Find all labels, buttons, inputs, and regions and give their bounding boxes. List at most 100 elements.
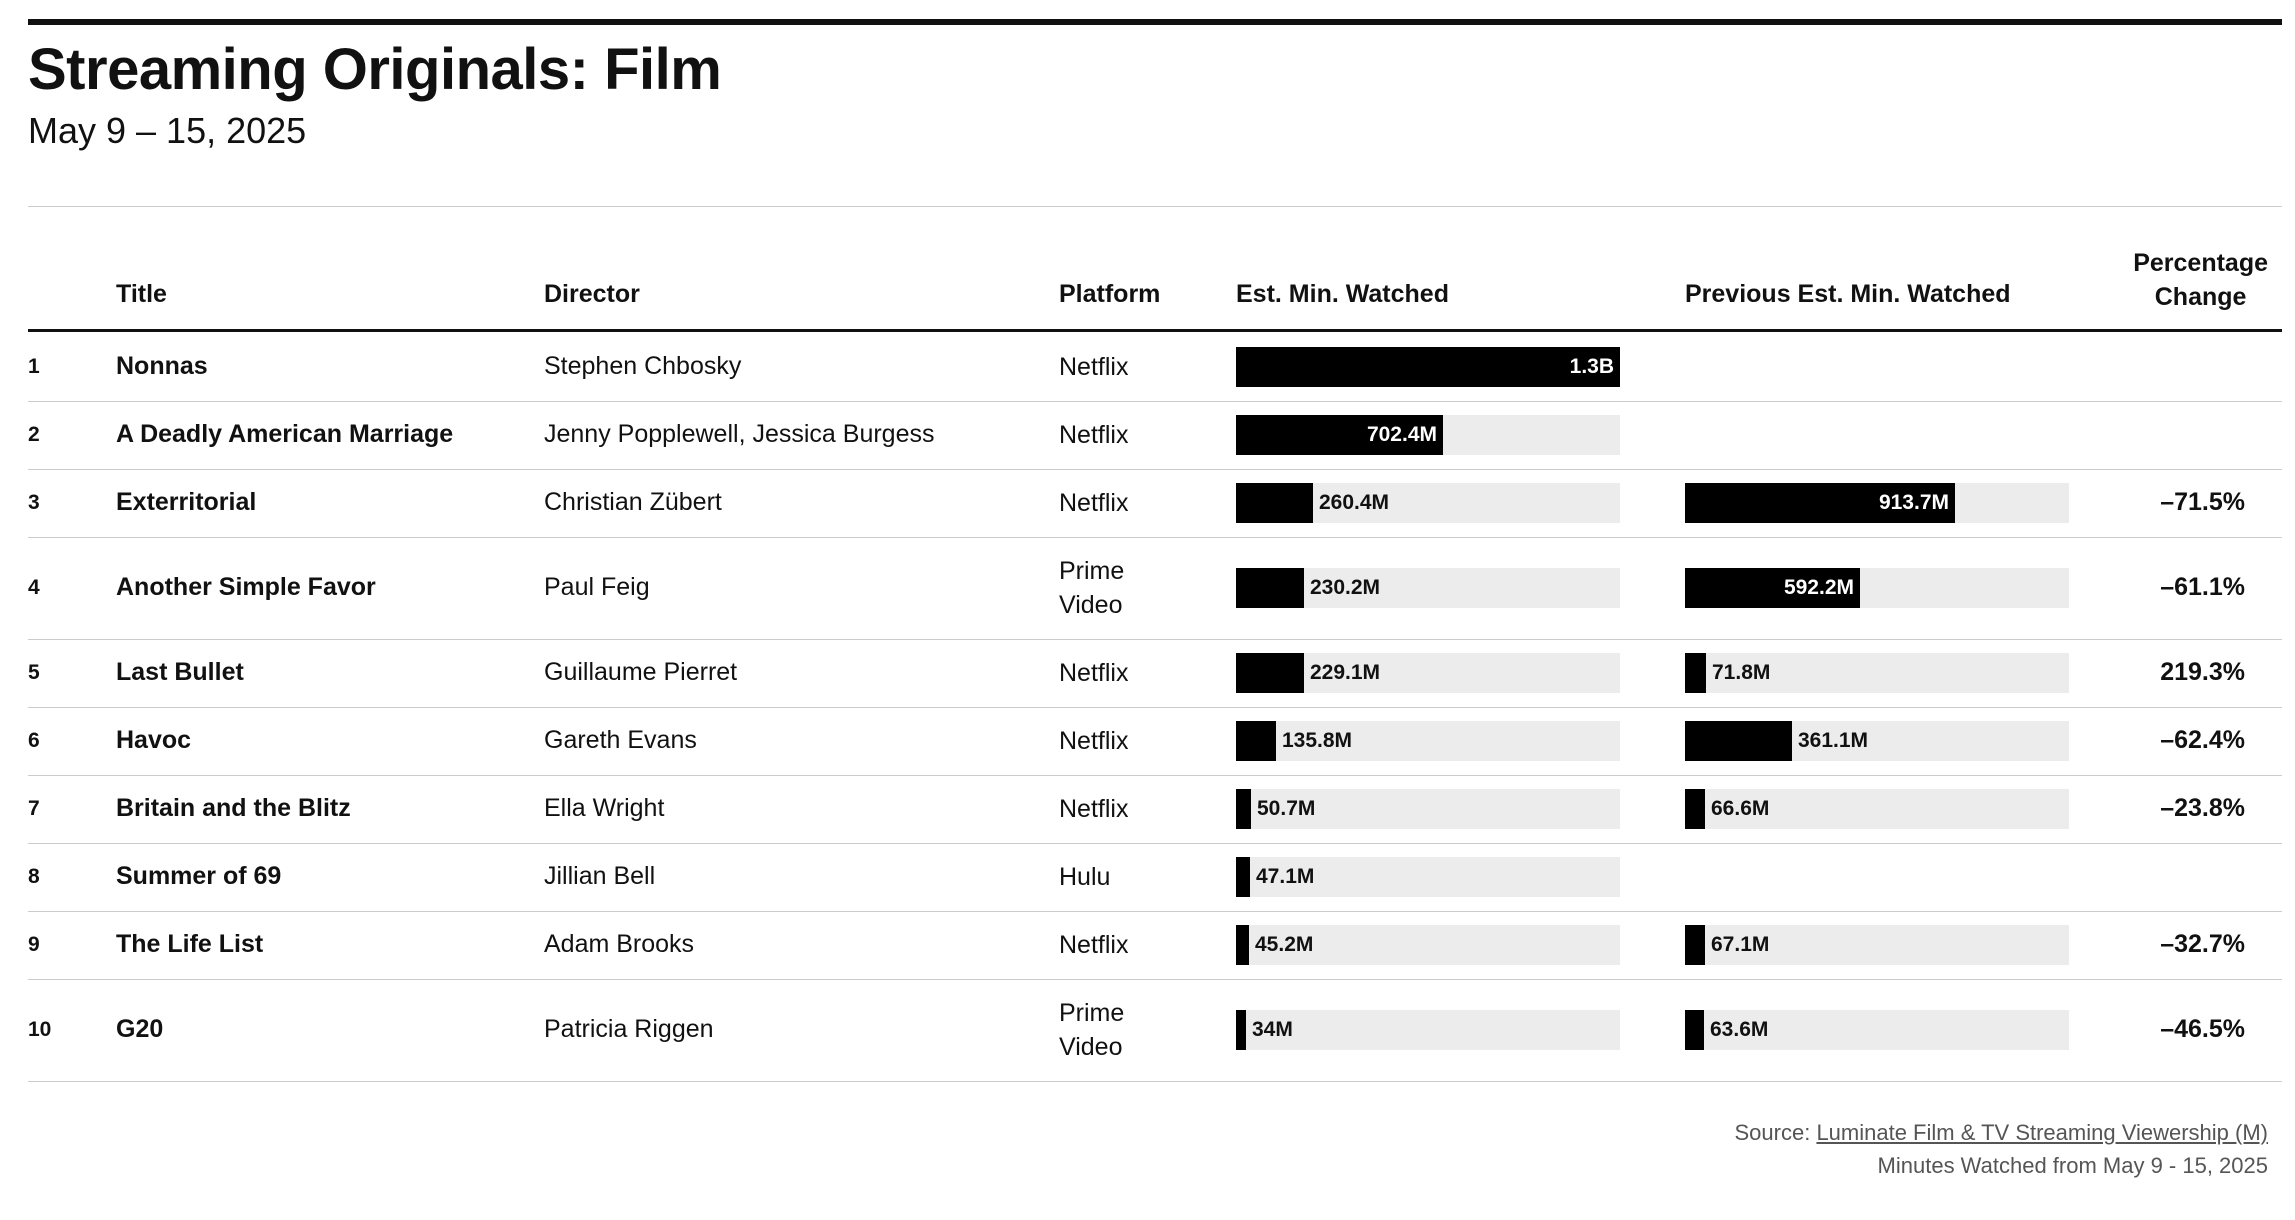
- rank-number: 6: [28, 729, 40, 752]
- previous-est-min-watched-track: 592.2M: [1685, 568, 2069, 608]
- est-min-watched-track: 50.7M: [1236, 789, 1620, 829]
- est-min-watched-bar: [1236, 653, 1304, 693]
- rank-number: 10: [28, 1018, 52, 1041]
- previous-est-min-watched-track: 63.6M: [1685, 1010, 2069, 1050]
- est-min-watched-bar: [1236, 857, 1250, 897]
- platform-name: Netflix: [1059, 350, 1159, 384]
- film-title: A Deadly American Marriage: [116, 420, 454, 448]
- est-min-watched-value-label: 260.4M: [1319, 491, 1390, 514]
- platform-name: Netflix: [1059, 792, 1159, 826]
- table-row: 3 Exterritorial Christian Zübert Netflix 260…: [0, 469, 2295, 537]
- table-row: 1 Nonnas Stephen Chbosky Netflix 1.3B: [0, 332, 2295, 401]
- rank-number: 1: [28, 354, 40, 378]
- platform-line: Netflix: [1059, 489, 1129, 517]
- row-divider: [28, 639, 2282, 640]
- est-min-watched-value-label: 50.7M: [1257, 797, 1316, 820]
- previous-est-min-watched-bar: [1685, 1010, 1704, 1050]
- rank-number: 8: [28, 865, 40, 888]
- row-divider: [28, 707, 2282, 708]
- row-divider: [28, 775, 2282, 776]
- footnote: Minutes Watched from May 9 - 15, 2025: [1877, 1153, 2268, 1178]
- previous-est-min-watched-value-label: 71.8M: [1712, 661, 1771, 684]
- film-title: Last Bullet: [116, 658, 244, 686]
- est-min-watched-value-label: 229.1M: [1310, 661, 1381, 684]
- platform-name: Prime Video: [1059, 996, 1159, 1064]
- percentage-change: –23.8%: [2160, 794, 2245, 822]
- row-divider: [28, 911, 2282, 912]
- previous-est-min-watched-bar: [1685, 721, 1792, 761]
- platform-name: Netflix: [1059, 724, 1159, 758]
- row-divider: [28, 401, 2282, 402]
- director-name: Jenny Popplewell, Jessica Burgess: [544, 420, 935, 448]
- est-min-watched-bar: [1236, 415, 1443, 455]
- platform-line: Prime: [1059, 999, 1125, 1027]
- est-min-watched-track: 34M: [1236, 1010, 1620, 1050]
- table-row: 7 Britain and the Blitz Ella Wright Netflix…: [0, 775, 2295, 843]
- percentage-change: 219.3%: [2160, 658, 2245, 686]
- director-name: Stephen Chbosky: [544, 351, 742, 380]
- est-min-watched-track: 45.2M: [1236, 925, 1620, 965]
- platform-line: Hulu: [1059, 863, 1111, 891]
- row-divider: [28, 1081, 2282, 1082]
- previous-est-min-watched-value-label: 361.1M: [1798, 729, 1869, 752]
- rank-number: 2: [28, 423, 40, 446]
- previous-est-min-watched-value-label: 67.1M: [1711, 933, 1770, 956]
- director-name: Jillian Bell: [544, 862, 656, 890]
- platform-line: Netflix: [1059, 352, 1129, 381]
- column-header-director: Director: [544, 280, 640, 308]
- table-row: 4 Another Simple Favor Paul Feig Prime Video…: [0, 537, 2295, 639]
- director-name: Guillaume Pierret: [544, 658, 738, 686]
- platform-name: Prime Video: [1059, 554, 1159, 622]
- row-divider: [28, 469, 2282, 470]
- column-header-platform: Platform: [1059, 280, 1161, 308]
- rank-number: 4: [28, 576, 40, 599]
- est-min-watched-value-label: 47.1M: [1256, 865, 1315, 888]
- table-row: 9 The Life List Adam Brooks Netflix 45.2M 67.…: [0, 911, 2295, 979]
- platform-name: Netflix: [1059, 928, 1159, 962]
- rank-number: 3: [28, 491, 40, 514]
- previous-est-min-watched-track: 67.1M: [1685, 925, 2069, 965]
- film-title: The Life List: [116, 930, 264, 958]
- film-title: G20: [116, 1015, 164, 1043]
- column-header-change-line: Change: [2154, 283, 2247, 311]
- est-min-watched-track: 260.4M: [1236, 483, 1620, 523]
- platform-name: Netflix: [1059, 418, 1159, 452]
- est-min-watched-value-label: 1.3B: [1569, 354, 1614, 378]
- film-title: Britain and the Blitz: [116, 794, 351, 822]
- est-min-watched-bar: [1236, 1010, 1246, 1050]
- film-title: Nonnas: [116, 351, 208, 380]
- rank-number: 9: [28, 933, 40, 956]
- header-rule: [28, 329, 2282, 332]
- est-min-watched-track: 1.3B: [1236, 346, 1620, 387]
- previous-est-min-watched-bar: [1685, 789, 1705, 829]
- table-row: 6 Havoc Gareth Evans Netflix 135.8M 361.1M –62…: [0, 707, 2295, 775]
- est-min-watched-track: 230.2M: [1236, 568, 1620, 608]
- source-prefix: Source:: [1734, 1120, 1817, 1145]
- previous-est-min-watched-value-label: 913.7M: [1878, 491, 1949, 514]
- est-min-watched-value-label: 135.8M: [1282, 729, 1353, 752]
- chart-title: Streaming Originals: Film: [28, 37, 722, 102]
- column-header-percentage-line: Percentage: [2133, 249, 2268, 277]
- platform-name: Netflix: [1059, 656, 1159, 690]
- source-link[interactable]: Luminate Film & TV Streaming Viewership …: [1816, 1120, 2268, 1145]
- est-min-watched-value-label: 45.2M: [1255, 933, 1314, 956]
- est-min-watched-track: 47.1M: [1236, 857, 1620, 897]
- top-rule: [28, 19, 2282, 25]
- est-min-watched-track: 229.1M: [1236, 653, 1620, 693]
- percentage-change: –62.4%: [2160, 726, 2245, 754]
- table-row: 2 A Deadly American Marriage Jenny Popplew…: [0, 401, 2295, 469]
- director-name: Adam Brooks: [544, 930, 695, 958]
- rank-number: 5: [28, 661, 40, 684]
- est-min-watched-bar: [1236, 789, 1251, 829]
- platform-name: Hulu: [1059, 860, 1159, 894]
- est-min-watched-bar: [1236, 721, 1276, 761]
- est-min-watched-track: 135.8M: [1236, 721, 1620, 761]
- est-min-watched-bar: [1236, 568, 1304, 608]
- percentage-change: –61.1%: [2160, 573, 2245, 601]
- est-min-watched-track: 702.4M: [1236, 415, 1620, 455]
- film-title: Another Simple Favor: [116, 573, 376, 601]
- previous-est-min-watched-value-label: 63.6M: [1710, 1018, 1769, 1041]
- source-line: Source: Luminate Film & TV Streaming Vie…: [1735, 1120, 2269, 1146]
- row-divider: [28, 537, 2282, 538]
